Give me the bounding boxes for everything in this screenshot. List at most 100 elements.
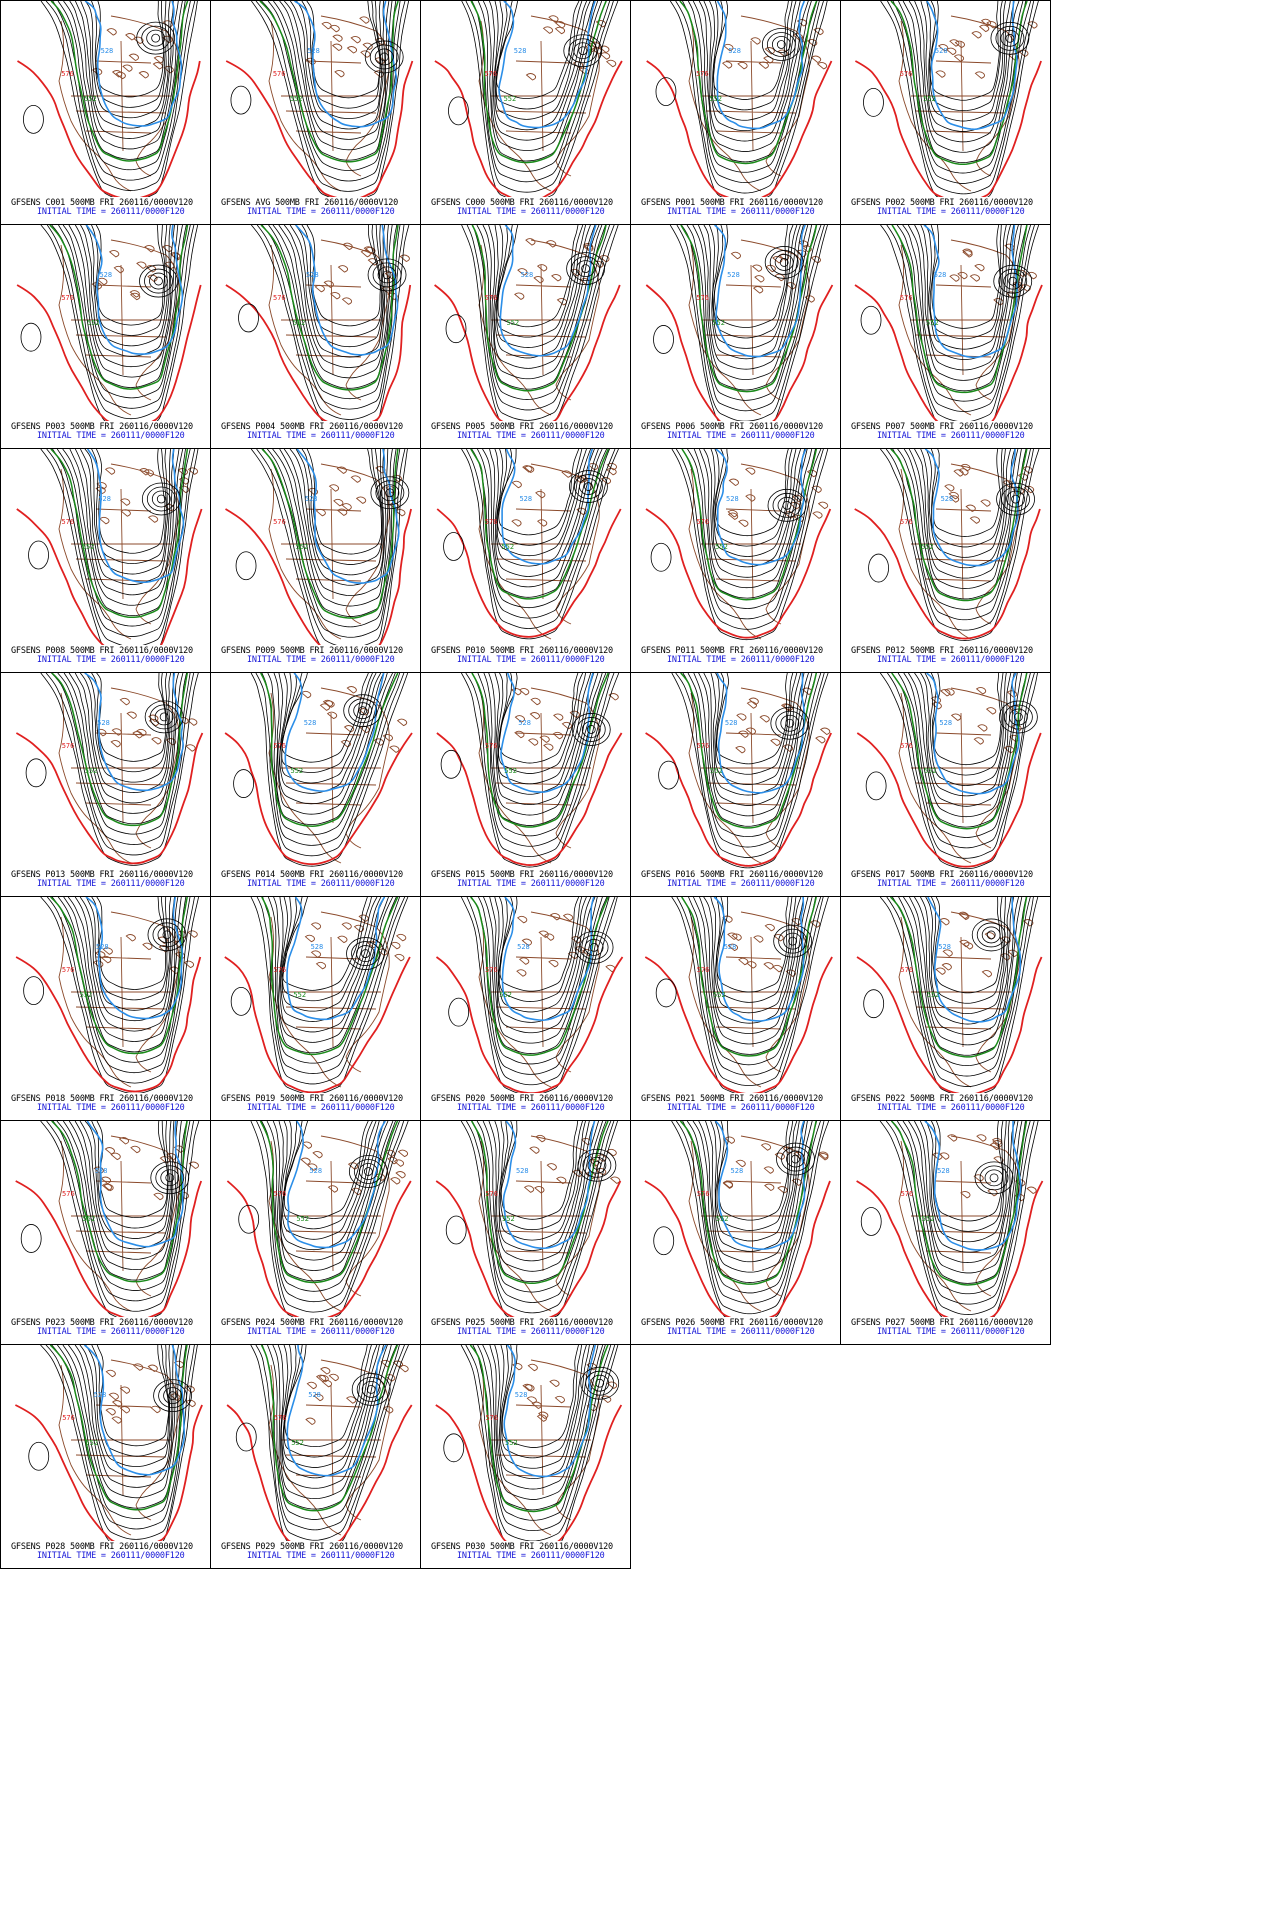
- contour-576: [854, 284, 1043, 421]
- contour-576: [224, 732, 413, 866]
- height-contour: [710, 897, 802, 1024]
- panel-initial-time: INITIAL TIME = 260111/0000F120: [457, 1327, 605, 1337]
- map-icon: 576 552 528: [856, 1121, 1044, 1317]
- closed-contour: [235, 551, 257, 581]
- height-contour: [465, 1345, 616, 1541]
- closed-contour: [238, 1204, 260, 1234]
- contour-552: [679, 1121, 817, 1285]
- panel-title: GFSENS P003 500MB FRI 260116/0000V120: [11, 422, 193, 432]
- height-contour: [498, 1345, 590, 1480]
- height-contour: [63, 1, 183, 160]
- panel-title: GFSENS P025 500MB FRI 260116/0000V120: [431, 1318, 613, 1328]
- contour-label: 576: [274, 1414, 287, 1422]
- low-center-contour: [375, 480, 405, 506]
- ensemble-member-panel: 576 552 528 GFSENS P017 500MB FRI 260116/00…: [840, 672, 1051, 897]
- panel-title: GFSENS P004 500MB FRI 260116/0000V120: [221, 422, 403, 432]
- height-contour: [79, 673, 172, 793]
- contour-label: 528: [98, 495, 111, 503]
- closed-contour: [863, 989, 885, 1019]
- ensemble-member-panel: 576 552 528 GFSENS P018 500MB FRI 260116/00…: [0, 896, 211, 1121]
- contour-label: 576: [901, 1190, 914, 1198]
- coastline-borders: [58, 15, 180, 192]
- low-center-contour: [1003, 704, 1033, 730]
- height-contour: [79, 1345, 172, 1478]
- low-center-contour: [351, 1373, 391, 1406]
- height-contour: [891, 225, 1031, 412]
- panel-initial-time: INITIAL TIME = 260111/0000F120: [667, 655, 815, 665]
- contour-552: [260, 673, 399, 827]
- contour-label: 552: [922, 1215, 935, 1223]
- contour-label: 528: [517, 943, 530, 951]
- contour-label: 552: [712, 319, 725, 327]
- low-center-contour: [785, 718, 795, 728]
- contour-576: [15, 956, 202, 1093]
- low-center-contour: [374, 48, 394, 66]
- low-center-contour: [779, 258, 789, 267]
- contour-528: [713, 897, 805, 1022]
- map-icon: 576 552 528: [644, 1121, 831, 1317]
- low-center-contour: [587, 1156, 607, 1174]
- height-contour: [669, 1, 828, 197]
- height-contour: [713, 225, 794, 339]
- contour-label: 576: [274, 1190, 287, 1198]
- contour-label: 552: [293, 319, 306, 327]
- height-contour: [891, 673, 1031, 849]
- height-contour: [499, 897, 580, 992]
- map-icon: 576 552 528: [15, 897, 202, 1093]
- height-contour: [460, 897, 618, 1093]
- height-contour: [710, 673, 802, 796]
- height-contour: [91, 1345, 170, 1457]
- low-center-contour: [777, 496, 797, 514]
- contour-label: 576: [62, 518, 75, 526]
- contour-label: 552: [716, 1215, 729, 1223]
- low-center-contour: [1003, 272, 1023, 290]
- height-contour: [669, 225, 828, 421]
- contour-528: [294, 1, 398, 128]
- contour-528: [500, 673, 594, 793]
- panel-title: GFSENS P024 500MB FRI 260116/0000V120: [221, 1318, 403, 1328]
- contour-label: 528: [726, 495, 739, 503]
- low-center-contour: [369, 44, 399, 70]
- map-icon: 576 552 528: [854, 449, 1041, 641]
- height-contour: [879, 897, 1039, 1093]
- low-center-contour: [584, 938, 604, 956]
- coastline-borders: [268, 1135, 409, 1312]
- low-center-contour: [998, 700, 1038, 734]
- map-icon: 576 552 528: [224, 673, 413, 867]
- height-contour: [920, 1, 1011, 132]
- height-contour: [40, 1345, 198, 1541]
- height-contour: [40, 449, 199, 645]
- height-contour: [256, 1121, 405, 1313]
- low-center-contour: [986, 930, 996, 940]
- height-contour: [885, 1121, 1035, 1315]
- contour-label: 552: [505, 1439, 518, 1447]
- contour-576: [16, 508, 203, 645]
- height-contour: [925, 449, 1006, 558]
- height-contour: [494, 1121, 595, 1262]
- panel-title: GFSENS P005 500MB FRI 260116/0000V120: [431, 422, 613, 432]
- low-center-contour: [151, 33, 161, 43]
- height-contour: [68, 1121, 178, 1271]
- panel-initial-time: INITIAL TIME = 260111/0000F120: [667, 879, 815, 889]
- height-contour: [85, 1345, 171, 1467]
- coastline-borders: [58, 239, 182, 416]
- height-contour: [714, 673, 798, 786]
- contour-552: [50, 1, 189, 162]
- low-center-contour: [771, 36, 791, 53]
- contour-label: 552: [80, 991, 93, 999]
- height-contour: [879, 673, 1038, 869]
- contour-528: [286, 1345, 387, 1477]
- height-contour: [74, 897, 175, 1032]
- contour-576: [646, 60, 833, 197]
- low-center-contour: [776, 1142, 815, 1176]
- height-contour: [489, 1, 599, 151]
- height-contour: [716, 897, 793, 1003]
- low-center-contour: [974, 1161, 1014, 1195]
- closed-contour: [650, 542, 672, 572]
- contour-label: 552: [926, 319, 939, 327]
- low-center-contour: [568, 38, 598, 64]
- contour-label: 576: [273, 518, 286, 526]
- height-contour: [273, 1, 393, 161]
- low-center-contour: [773, 924, 813, 958]
